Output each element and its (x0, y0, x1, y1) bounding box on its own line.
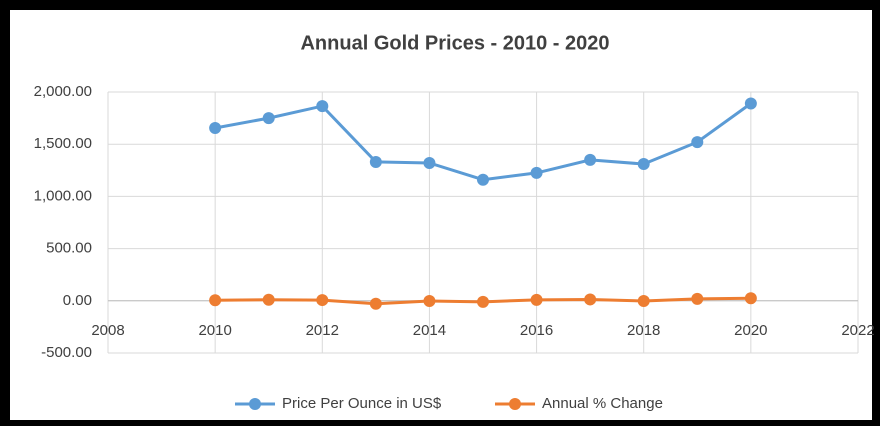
point (262, 112, 275, 125)
x-tick-label: 2018 (627, 322, 660, 339)
chart-title: Annual Gold Prices - 2010 - 2020 (300, 32, 609, 54)
point (423, 295, 436, 308)
point (691, 292, 704, 305)
point (477, 295, 489, 308)
x-tick-label: 2014 (413, 322, 446, 339)
y-tick-label: 500.00 (46, 240, 92, 257)
point (744, 97, 757, 110)
y-tick-label: 1,000.00 (34, 187, 92, 204)
point (584, 153, 597, 166)
point (262, 293, 275, 306)
point (637, 295, 650, 308)
x-tick-label: 2012 (306, 322, 339, 339)
point (744, 292, 757, 305)
x-tick-label: 2020 (734, 322, 767, 339)
y-tick-label: 1,500.00 (34, 135, 92, 152)
point (209, 122, 222, 135)
point (691, 136, 704, 149)
legend-label: Annual % Change (542, 395, 663, 412)
x-tick-label: 2008 (91, 322, 124, 339)
x-tick-label: 2010 (198, 322, 231, 339)
legend-marker (509, 398, 521, 410)
point (369, 155, 382, 168)
point (530, 166, 543, 179)
legend-marker (249, 398, 261, 410)
legend-label: Price Per Ounce in US$ (282, 395, 442, 412)
point (369, 297, 382, 310)
chart-background (10, 10, 872, 420)
y-tick-label: -500.00 (41, 344, 92, 361)
point (316, 100, 329, 113)
point (316, 294, 329, 307)
point (584, 293, 597, 306)
point (530, 293, 543, 306)
point (209, 294, 222, 307)
x-tick-label: 2016 (520, 322, 553, 339)
point (423, 156, 436, 169)
y-tick-label: 2,000.00 (34, 83, 92, 100)
point (637, 158, 650, 171)
point (477, 173, 489, 186)
y-tick-label: 0.00 (63, 292, 92, 309)
x-tick-label: 2022 (841, 322, 874, 339)
